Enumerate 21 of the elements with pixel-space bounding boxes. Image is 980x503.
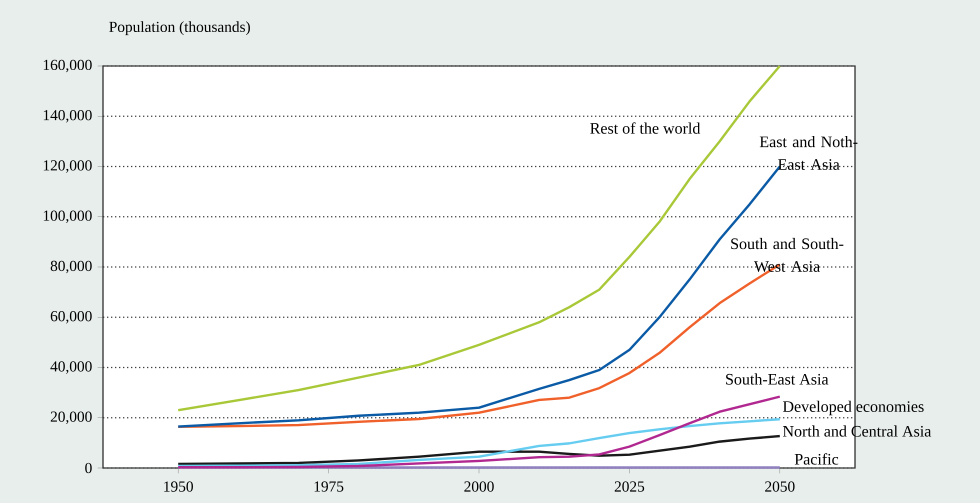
series-label: Rest of the world — [590, 122, 700, 134]
x-tick-label: 2025 — [614, 481, 644, 492]
series-label: Pacific — [794, 453, 838, 465]
x-tick-label: 1950 — [164, 481, 193, 492]
x-tick-label: 2000 — [464, 481, 494, 492]
line-series — [177, 418, 782, 468]
x-tick-label: 1975 — [314, 481, 344, 492]
series-label: Developed economies — [782, 400, 924, 416]
y-tick-label: 120,000 — [44, 160, 92, 173]
y-tick-label: 100,000 — [44, 210, 92, 224]
y-axis-title: Population (thousands) — [109, 21, 250, 36]
y-tick-label: 140,000 — [44, 110, 92, 123]
y-tick-label: 0 — [85, 462, 92, 474]
y-tick-label: 160,000 — [44, 60, 92, 72]
y-tick-label: 40,000 — [50, 361, 92, 374]
x-tick-label: 2050 — [765, 481, 795, 492]
y-tick-label: 80,000 — [50, 260, 92, 274]
series-label: South-East Asia — [726, 373, 828, 385]
line-series — [177, 434, 782, 466]
y-tick-label: 20,000 — [50, 411, 92, 424]
y-tick-label: 60,000 — [50, 310, 92, 324]
